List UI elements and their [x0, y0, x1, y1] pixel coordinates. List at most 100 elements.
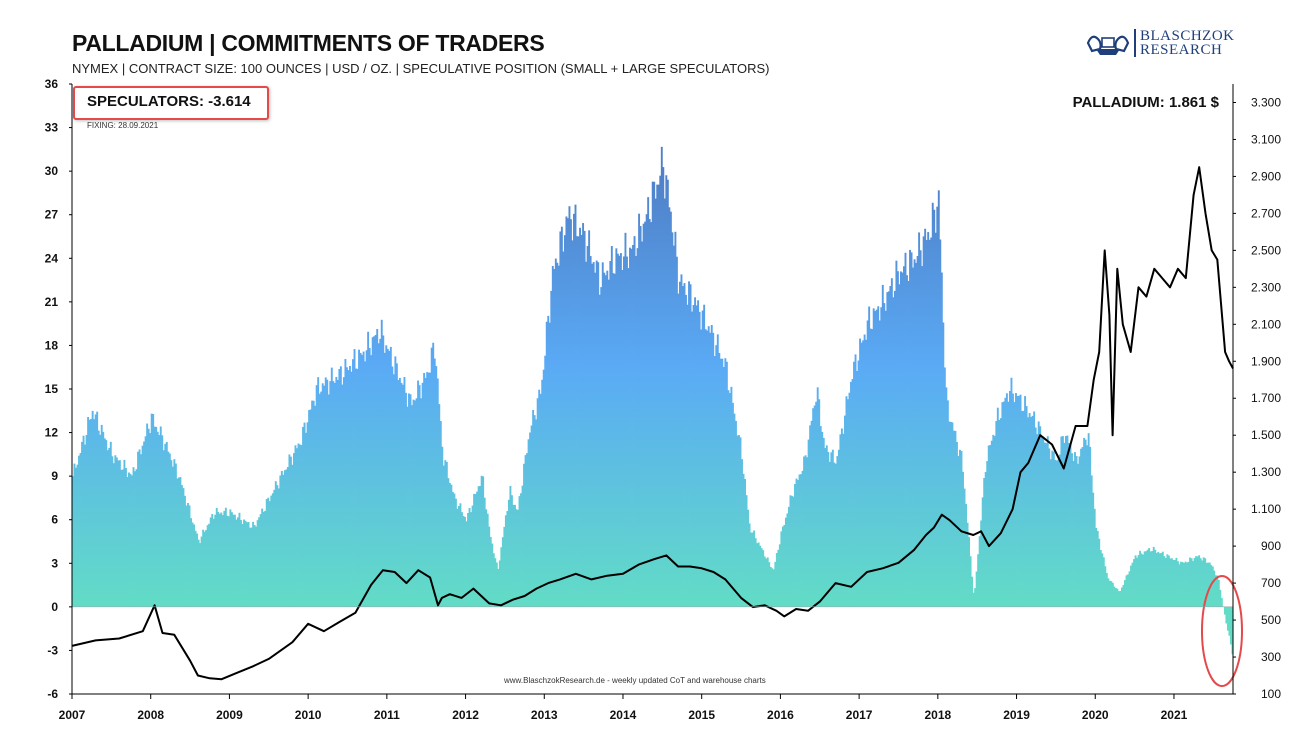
- speculator-bar: [230, 512, 233, 607]
- speculator-bar: [868, 306, 871, 607]
- right-tick-label: 2.700: [1251, 206, 1281, 220]
- speculator-bar: [224, 507, 227, 607]
- speculator-bar: [1004, 397, 1007, 607]
- speculator-bar: [134, 471, 136, 607]
- speculator-bar: [1071, 453, 1073, 607]
- speculator-bar: [972, 592, 975, 607]
- speculator-bar: [1128, 571, 1131, 607]
- speculator-bar: [589, 256, 592, 607]
- speculator-bar: [212, 518, 215, 607]
- speculator-bar: [111, 456, 114, 607]
- speculator-bar: [955, 441, 958, 607]
- speculator-bar: [397, 380, 400, 607]
- speculator-bar: [347, 370, 350, 607]
- x-tick-label: 2012: [452, 708, 479, 722]
- x-tick-label: 2017: [846, 708, 873, 722]
- speculator-bar: [845, 396, 848, 607]
- speculator-bar: [339, 366, 342, 607]
- speculator-bar: [73, 463, 76, 607]
- speculator-bar: [1178, 564, 1181, 607]
- speculator-bar: [604, 275, 607, 607]
- speculator-bar: [453, 493, 456, 607]
- speculator-bar: [156, 431, 159, 607]
- speculator-bar: [810, 420, 813, 607]
- speculator-bar: [751, 532, 754, 607]
- speculator-bar: [1015, 393, 1017, 607]
- speculator-bar: [960, 450, 963, 607]
- brand-logo[interactable]: BLASCHZOK RESEARCH: [1086, 26, 1235, 60]
- speculator-bar: [395, 363, 398, 607]
- speculator-bar: [1216, 575, 1219, 607]
- speculator-bar: [429, 372, 432, 607]
- speculator-bar: [473, 493, 476, 607]
- speculator-bar: [109, 441, 112, 607]
- speculator-bar: [798, 474, 801, 607]
- speculator-bar: [1173, 560, 1176, 607]
- speculator-bar: [1133, 559, 1136, 607]
- speculator-bar: [1204, 558, 1207, 607]
- speculator-bar: [332, 381, 335, 607]
- speculator-bar: [491, 543, 494, 607]
- right-tick-label: 1.900: [1251, 354, 1281, 368]
- speculator-bar: [851, 378, 854, 607]
- left-tick-label: 27: [45, 208, 59, 222]
- speculator-bar: [85, 435, 88, 607]
- speculator-bar: [476, 491, 479, 607]
- speculator-bar: [267, 497, 270, 607]
- speculator-bar: [1187, 561, 1190, 607]
- speculator-bar: [768, 562, 771, 607]
- speculator-bar: [801, 470, 804, 607]
- speculator-bar: [936, 206, 939, 607]
- speculator-bar: [1124, 580, 1126, 607]
- speculator-bar: [358, 349, 360, 607]
- speculator-bar: [612, 273, 615, 607]
- speculator-bar: [121, 469, 124, 607]
- speculator-bar: [619, 253, 622, 607]
- x-tick-label: 2011: [374, 708, 400, 722]
- speculator-bar: [934, 232, 937, 607]
- speculator-bar: [468, 507, 471, 607]
- speculator-bar: [638, 213, 641, 607]
- speculator-bar: [420, 398, 423, 607]
- speculator-bar: [709, 332, 712, 607]
- speculator-bar: [735, 420, 737, 607]
- speculator-bar: [1172, 559, 1175, 607]
- speculator-bar: [299, 444, 301, 607]
- speculator-bar: [927, 232, 930, 607]
- speculator-bar: [999, 418, 1002, 607]
- speculator-bar: [1155, 552, 1158, 607]
- speculator-bar: [512, 504, 515, 607]
- speculator-bar: [1125, 575, 1128, 607]
- speculator-bar: [506, 511, 509, 607]
- speculator-bar: [509, 485, 512, 607]
- speculator-bar: [171, 466, 174, 607]
- speculator-bar: [1154, 549, 1157, 607]
- speculator-bar: [874, 311, 877, 607]
- speculator-bar: [261, 508, 264, 607]
- speculator-bar: [698, 311, 701, 607]
- speculator-bar: [1063, 442, 1066, 607]
- speculator-bar: [707, 326, 710, 607]
- speculator-bar: [492, 553, 495, 607]
- speculator-bar: [1136, 557, 1139, 607]
- speculator-bar: [695, 305, 698, 607]
- speculator-bar: [875, 309, 878, 607]
- speculator-bar: [556, 262, 559, 607]
- x-tick-label: 2014: [610, 708, 637, 722]
- speculator-bar: [818, 399, 821, 607]
- speculator-bar: [671, 232, 674, 607]
- speculator-bar: [586, 246, 589, 607]
- ship-logo-icon: [1086, 35, 1130, 55]
- speculator-bar: [153, 426, 156, 607]
- speculator-bar: [669, 211, 672, 607]
- speculator-bar: [828, 461, 831, 607]
- speculator-bar: [930, 237, 933, 607]
- speculator-bar: [635, 255, 637, 607]
- fixing-date: FIXING: 28.09.2021: [87, 121, 159, 130]
- speculator-bar: [538, 389, 541, 607]
- speculator-bar: [459, 503, 462, 607]
- left-tick-label: 18: [45, 338, 59, 352]
- speculator-bar: [1031, 415, 1034, 607]
- speculator-bar: [184, 495, 186, 607]
